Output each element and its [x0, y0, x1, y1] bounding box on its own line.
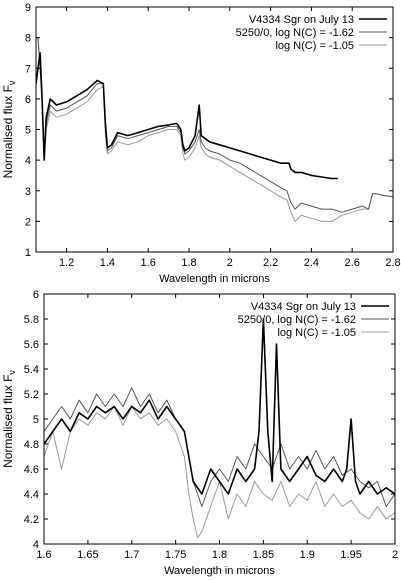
x-tick-label: 1.9	[300, 549, 315, 561]
y-tick-label: 4.2	[24, 514, 39, 526]
y-axis-label-subscript: ν	[7, 80, 17, 85]
x-tick-label: 1.4	[100, 257, 115, 269]
series-line-1	[36, 52, 338, 180]
series-line-3	[44, 406, 395, 539]
legend-label-2: 5250/0, log N(C) = -1.62	[238, 314, 356, 326]
series-line-2	[44, 387, 395, 507]
series-line-3	[36, 37, 393, 222]
x-tick-label: 1.85	[253, 549, 274, 561]
y-tick-label: 5.6	[24, 339, 39, 351]
y-axis-label-subscript: ν	[7, 370, 17, 375]
x-tick-label: 2.2	[263, 257, 278, 269]
y-tick-label: 4.6	[24, 464, 39, 476]
legend-label-3: log N(C) = -1.05	[277, 327, 356, 339]
x-tick-label: 1.7	[124, 549, 139, 561]
y-tick-label: 4.8	[24, 439, 39, 451]
y-tick-label: 9	[25, 2, 31, 14]
y-axis-label: Normalised flux Fν	[1, 370, 17, 468]
x-tick-label: 1.8	[212, 549, 227, 561]
x-tick-label: 2.8	[385, 257, 400, 269]
y-tick-label: 5.8	[24, 314, 39, 326]
x-tick-label: 1.6	[36, 549, 51, 561]
x-tick-label: 1.95	[340, 549, 361, 561]
legend-label-1: V4334 Sgr on July 13	[251, 301, 356, 313]
x-tick-label: 2.6	[345, 257, 360, 269]
legend-label-3: log N(C) = -1.05	[275, 40, 354, 52]
y-tick-label: 5	[25, 125, 31, 137]
y-axis-label-text: Normalised flux F	[1, 375, 15, 468]
x-tick-label: 1.65	[77, 549, 98, 561]
y-tick-label: 4	[25, 155, 31, 167]
y-tick-label: 5.4	[24, 364, 39, 376]
chart-1: 1.2 1.4 1.6 1.8 2 2.2 2.4 2.6 2.8 1 2 3 4 5 6 7 8 9 Wavele…	[1, 2, 401, 285]
x-tick-label: 1.6	[141, 257, 156, 269]
x-tick-label: 2.4	[304, 257, 319, 269]
x-tick-label: 1.75	[165, 549, 186, 561]
y-tick-label: 8	[25, 33, 31, 45]
y-tick-label: 5.2	[24, 389, 39, 401]
y-tick-label: 4	[33, 539, 39, 551]
y-tick-label: 5	[33, 414, 39, 426]
y-tick-label: 7	[25, 63, 31, 75]
x-tick-label: 1.8	[181, 257, 196, 269]
y-tick-label: 2	[25, 216, 31, 228]
legend-label-1: V4334 Sgr on July 13	[249, 14, 354, 26]
y-axis-label-text: Normalised flux F	[1, 85, 15, 178]
x-tick-label: 2	[392, 549, 398, 561]
y-axis-label: Normalised flux Fν	[1, 80, 17, 178]
y-tick-label: 6	[33, 289, 39, 301]
series-group	[44, 318, 395, 539]
x-tick-label: 2	[227, 257, 233, 269]
y-tick-label: 6	[25, 94, 31, 106]
series-line-1	[44, 318, 395, 495]
legend-label-2: 5250/0, log N(C) = -1.62	[236, 27, 354, 39]
y-tick-label: 4.4	[24, 489, 39, 501]
chart-2: 1.6 1.65 1.7 1.75 1.8 1.85 1.9 1.95 2 4 4.2 4.4 4.6 4…	[1, 289, 398, 577]
x-axis-label: Wavelength in microns	[164, 565, 275, 577]
series-group	[36, 37, 393, 222]
y-tick-label: 1	[25, 247, 31, 259]
x-axis-label: Wavelength in microns	[159, 273, 270, 285]
x-tick-label: 1.2	[59, 257, 74, 269]
y-tick-label: 3	[25, 186, 31, 198]
series-line-2	[36, 37, 393, 213]
